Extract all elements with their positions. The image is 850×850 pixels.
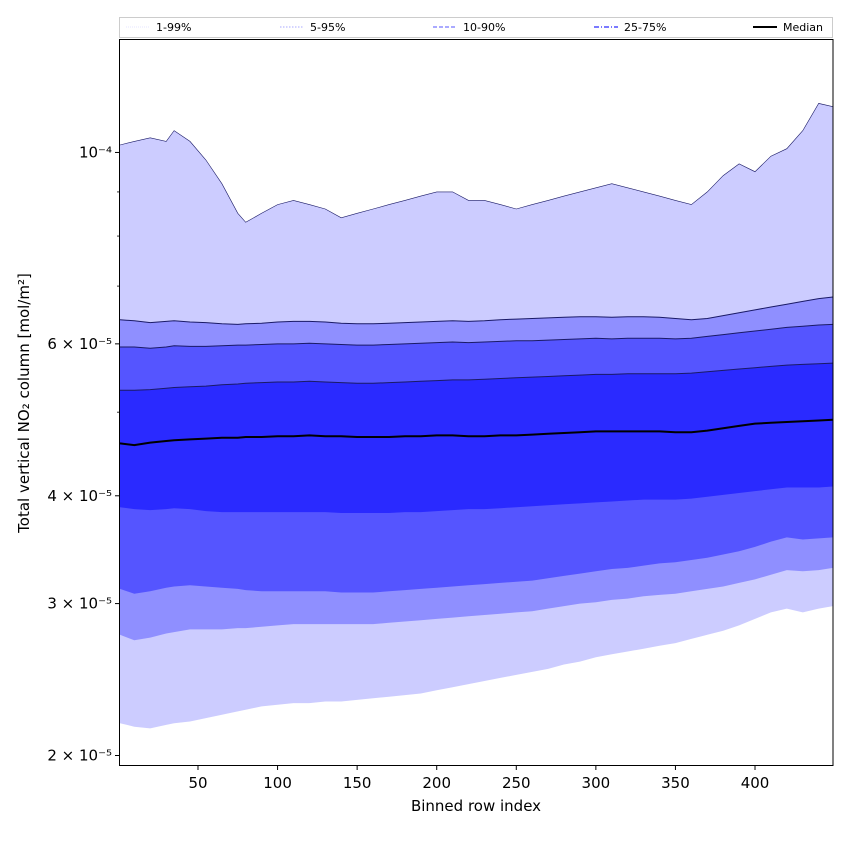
median-line <box>119 418 834 447</box>
y-axis-label: Total vertical NO₂ column [mol/m²] <box>15 273 33 534</box>
legend-label: Median <box>783 21 823 34</box>
y-tick-label: 3 × 10⁻⁵ <box>47 595 112 613</box>
legend-label: 1-99% <box>156 21 191 34</box>
band-upper-edge-1 <box>119 296 834 325</box>
data-lines <box>119 103 834 447</box>
x-tick-label: 300 <box>582 774 611 792</box>
band-3 <box>120 363 833 513</box>
x-axis-label: Binned row index <box>411 797 541 815</box>
x-tick-label: 50 <box>188 774 207 792</box>
legend-box <box>119 17 833 38</box>
plot-frame <box>119 39 834 766</box>
x-axis: 50 100 150 200 250 300 350 400 <box>188 765 769 792</box>
legend-label: 5-95% <box>310 21 345 34</box>
band-upper-edge-2 <box>120 323 834 349</box>
y-tick-label: 10⁻⁴ <box>79 143 112 161</box>
y-tick-label: 2 × 10⁻⁵ <box>47 747 112 765</box>
y-tick-label: 6 × 10⁻⁵ <box>47 335 112 353</box>
band-upper-edge-3 <box>120 362 834 391</box>
x-tick-label: 200 <box>422 774 451 792</box>
x-tick-label: 400 <box>741 774 770 792</box>
x-tick-label: 350 <box>661 774 690 792</box>
y-axis: 2 × 10⁻⁵ 3 × 10⁻⁵ 4 × 10⁻⁵ 6 × 10⁻⁵ 10⁻⁴ <box>47 143 120 765</box>
legend-label: 25-75% <box>624 21 666 34</box>
legend: 1-99% 5-95% 10-90% 25-75% Median <box>119 17 833 38</box>
legend-label: 10-90% <box>463 21 505 34</box>
x-tick-label: 250 <box>502 774 531 792</box>
x-tick-label: 100 <box>263 774 292 792</box>
y-tick-label: 4 × 10⁻⁵ <box>47 487 112 505</box>
x-tick-label: 150 <box>343 774 372 792</box>
data-bands <box>120 103 833 729</box>
band-upper-edge-0 <box>119 103 834 223</box>
